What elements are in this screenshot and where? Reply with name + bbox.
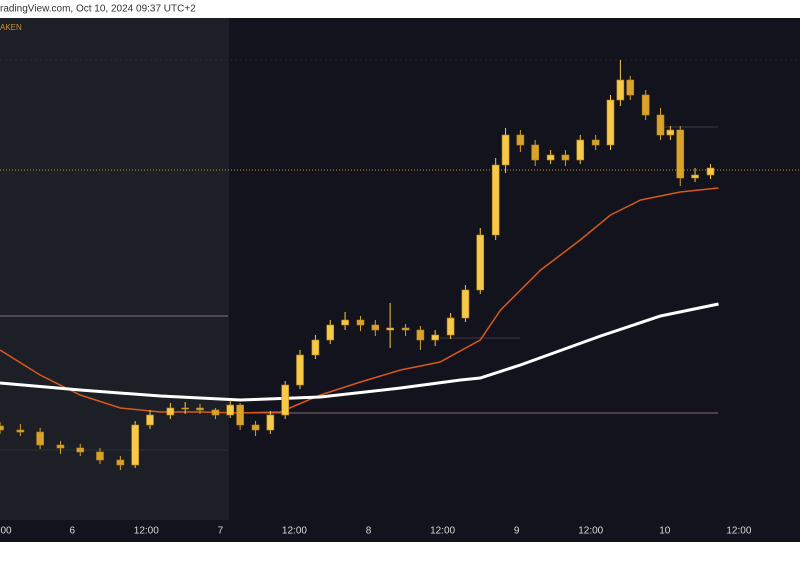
- candle-body: [446, 317, 455, 336]
- candle-body: [561, 154, 570, 161]
- candle-body: [341, 319, 349, 326]
- candle-body: [36, 431, 44, 446]
- x-tick-label: 00: [0, 526, 12, 537]
- moving-average: [0, 302, 719, 402]
- x-tick-label: 9: [514, 526, 520, 537]
- candle-body: [546, 154, 555, 161]
- candle-body: [56, 444, 65, 449]
- candle-body: [326, 324, 335, 341]
- candle-body: [356, 319, 365, 326]
- candle-body: [251, 424, 260, 431]
- candle-body: [476, 234, 485, 291]
- x-tick-label: 12:00: [282, 526, 307, 537]
- candle-body: [691, 174, 699, 179]
- candle-body: [96, 451, 104, 461]
- candle-body: [626, 79, 635, 96]
- candle-body: [116, 459, 125, 466]
- candle-body: [706, 167, 715, 176]
- candle-body: [616, 79, 625, 101]
- x-tick-label: 8: [366, 526, 372, 537]
- candle-body: [211, 409, 220, 416]
- candle-body: [166, 407, 175, 416]
- candle-body: [76, 447, 85, 453]
- chart-title: radingView.com, Oct 10, 2024 09:37 UTC+2: [0, 4, 196, 15]
- candle-body: [501, 134, 510, 166]
- candle-body: [386, 327, 394, 331]
- candle-body: [431, 334, 439, 341]
- candle-body: [531, 144, 539, 161]
- candle-body: [0, 425, 4, 431]
- candle-body: [226, 404, 235, 416]
- candle-body: [181, 407, 189, 410]
- candle-body: [591, 139, 600, 146]
- candle-body: [146, 414, 154, 426]
- x-tick-label: 12:00: [726, 526, 751, 537]
- exchange-label: AKEN: [0, 23, 22, 32]
- candle-body: [576, 139, 585, 161]
- candle-body: [491, 164, 500, 236]
- x-tick-label: 6: [69, 526, 75, 537]
- candle-body: [416, 329, 425, 341]
- moving-average: [0, 187, 719, 414]
- session-shade: [0, 18, 229, 520]
- candle-body: [656, 114, 665, 136]
- candle-body: [401, 327, 410, 331]
- candle-body: [461, 289, 470, 319]
- x-tick-label: 10: [659, 526, 671, 537]
- x-tick-label: 12:00: [430, 526, 455, 537]
- x-tick-label: 7: [218, 526, 224, 537]
- candle-body: [281, 384, 289, 416]
- candle-body: [16, 429, 25, 433]
- x-tick-label: 12:00: [578, 526, 603, 537]
- candle-body: [311, 339, 320, 356]
- candle-body: [296, 354, 304, 386]
- candle-body: [666, 129, 675, 136]
- x-tick-label: 12:00: [134, 526, 159, 537]
- candle-body: [371, 324, 380, 331]
- candle-body: [196, 407, 204, 411]
- candle-body: [606, 99, 615, 146]
- candle-body: [641, 94, 650, 116]
- candle-body: [236, 404, 244, 426]
- candle-body: [516, 134, 525, 146]
- candle-body: [676, 129, 685, 179]
- candle-body: [131, 424, 139, 466]
- candle-body: [266, 414, 275, 431]
